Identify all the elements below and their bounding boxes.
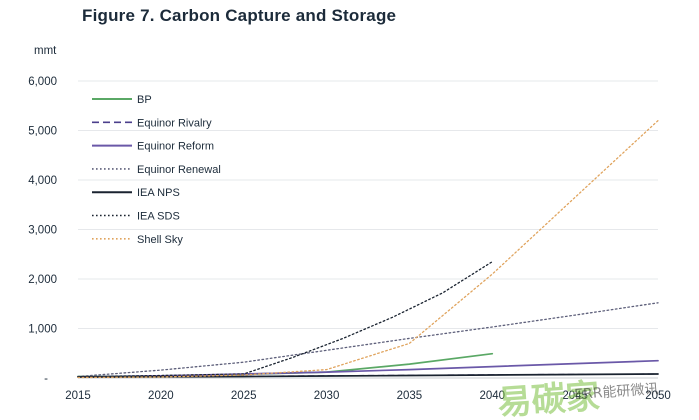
y-tick-label: 1,000 [28,324,57,336]
watermark-sub-text: ERR能研微讯 [574,381,659,403]
x-tick-label: 2025 [231,390,257,402]
x-tick-label: 2015 [65,390,91,402]
y-tick-label: 6,000 [28,76,57,88]
legend-label: Equinor Renewal [137,164,221,176]
y-axis-unit-label: mmt [34,45,57,57]
x-tick-label: 2035 [397,390,423,402]
watermark-logo-text: 易碳家 [496,376,601,420]
series-line-equinor-renewal [77,302,659,378]
y-tick-label: - [44,373,48,385]
series-lines [77,119,659,379]
y-tick-label: 4,000 [28,175,57,187]
y-tick-label: 2,000 [28,274,57,286]
watermark: 易碳家 ERR能研微讯 [496,376,659,420]
legend: BP Equinor Rivalry Equinor Reform Equinor R… [92,94,221,246]
x-tick-label: 2050 [645,390,671,402]
x-tick-label: 2030 [314,390,340,402]
chart-title: Figure 7. Carbon Capture and Storage [82,6,397,25]
series-line-iea-sds [77,261,493,378]
legend-label: BP [137,94,152,106]
x-tick-label: 2040 [479,390,505,402]
x-tick-label: 2020 [148,390,174,402]
x-axis-ticks: 2015 2020 2025 2030 2035 2040 2045 2050 [65,390,671,402]
legend-label: IEA NPS [137,187,180,199]
gridlines [78,80,658,379]
legend-label: Equinor Rivalry [137,117,212,129]
y-tick-label: 3,000 [28,225,57,237]
series-line-shell-sky [77,119,659,379]
y-tick-label: 5,000 [28,126,57,138]
y-axis-ticks: - 1,000 2,000 3,000 4,000 5,000 6,000 [28,76,57,385]
legend-label: Equinor Reform [137,141,214,153]
x-tick-label: 2045 [562,390,588,402]
legend-label: Shell Sky [137,234,183,246]
legend-label: IEA SDS [137,211,180,223]
